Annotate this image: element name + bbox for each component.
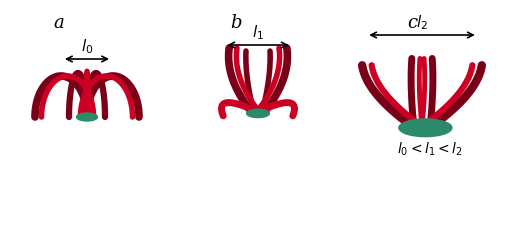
Ellipse shape [399, 119, 452, 137]
Text: a: a [53, 14, 64, 32]
Ellipse shape [247, 110, 269, 118]
Text: c: c [407, 14, 417, 32]
Text: b: b [230, 14, 242, 32]
Text: $l_1$: $l_1$ [252, 23, 264, 42]
Text: $l_2$: $l_2$ [416, 13, 428, 32]
Ellipse shape [77, 113, 98, 122]
Text: $l_0 < l_1 < l_2$: $l_0 < l_1 < l_2$ [397, 140, 463, 158]
Text: $l_0$: $l_0$ [81, 37, 93, 56]
